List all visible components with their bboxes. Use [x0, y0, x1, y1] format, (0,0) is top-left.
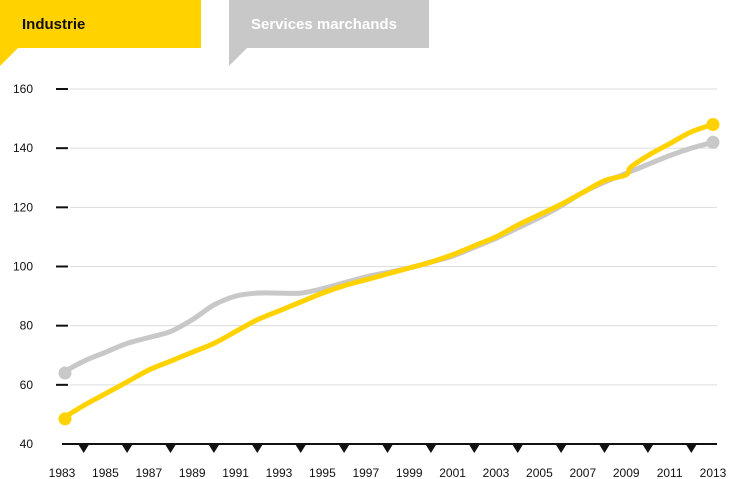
y-tick-label-40: 40 — [20, 437, 34, 451]
x-tick-label-2005: 2005 — [526, 466, 553, 479]
legend-industrie: Industrie — [0, 0, 201, 48]
series-start-point-services — [58, 366, 72, 380]
x-tick-label-2013: 2013 — [700, 466, 727, 479]
y-tick-label-140: 140 — [13, 141, 33, 155]
y-axis: 40 60 80 100 120 140 160 — [13, 82, 68, 451]
x-tick-marker-1986 — [122, 445, 133, 453]
series-end-point-services — [706, 135, 720, 149]
x-tick-marker-2012 — [686, 445, 697, 453]
x-tick-label-1997: 1997 — [352, 466, 379, 479]
series-start-point-industrie — [58, 412, 72, 426]
x-tick-label-1985: 1985 — [92, 466, 119, 479]
y-tick-label-60: 60 — [20, 378, 34, 392]
x-tick-label-1993: 1993 — [266, 466, 293, 479]
series-line-industrie — [59, 122, 716, 422]
legend-industrie-label: Industrie — [22, 15, 86, 33]
series-lines — [58, 118, 720, 426]
x-tick-marker-2010 — [642, 445, 653, 453]
x-tick-marker-1996 — [339, 445, 350, 453]
x-tick-marker-1984 — [78, 445, 89, 453]
x-tick-marker-1998 — [382, 445, 393, 453]
legend-industrie-pointer — [0, 48, 18, 66]
x-tick-label-1995: 1995 — [309, 466, 336, 479]
x-axis: 1983 1985 1987 1989 1991 1993 1995 1997 1999 2001… — [49, 443, 727, 479]
y-tick-label-160: 160 — [13, 82, 33, 96]
x-tick-label-1983: 1983 — [49, 466, 76, 479]
x-tick-marker-1990 — [208, 445, 219, 453]
x-tick-marker-1992 — [252, 445, 263, 453]
x-tick-marker-2008 — [599, 445, 610, 453]
legend-services-label: Services marchands — [251, 15, 397, 33]
x-tick-marker-2000 — [425, 445, 436, 453]
x-tick-marker-1994 — [295, 445, 306, 453]
x-tick-label-2003: 2003 — [483, 466, 510, 479]
x-tick-label-1999: 1999 — [396, 466, 423, 479]
x-tick-label-2009: 2009 — [613, 466, 640, 479]
y-tick-label-80: 80 — [20, 319, 34, 333]
legend-services: Services marchands — [229, 0, 429, 48]
x-tick-label-2001: 2001 — [439, 466, 466, 479]
x-tick-marker-1988 — [165, 445, 176, 453]
y-tick-label-100: 100 — [13, 260, 33, 274]
x-tick-marker-2002 — [469, 445, 480, 453]
x-tick-label-1987: 1987 — [135, 466, 162, 479]
series-end-point-industrie — [706, 118, 720, 131]
x-tick-label-2011: 2011 — [657, 466, 683, 479]
x-tick-marker-2006 — [556, 445, 567, 453]
gridlines — [70, 88, 717, 386]
x-tick-label-1991: 1991 — [222, 466, 249, 479]
x-tick-marker-2004 — [512, 445, 523, 453]
x-tick-label-2007: 2007 — [569, 466, 596, 479]
x-tick-label-1989: 1989 — [179, 466, 206, 479]
legend-services-pointer — [229, 48, 247, 66]
y-tick-label-120: 120 — [13, 200, 33, 214]
